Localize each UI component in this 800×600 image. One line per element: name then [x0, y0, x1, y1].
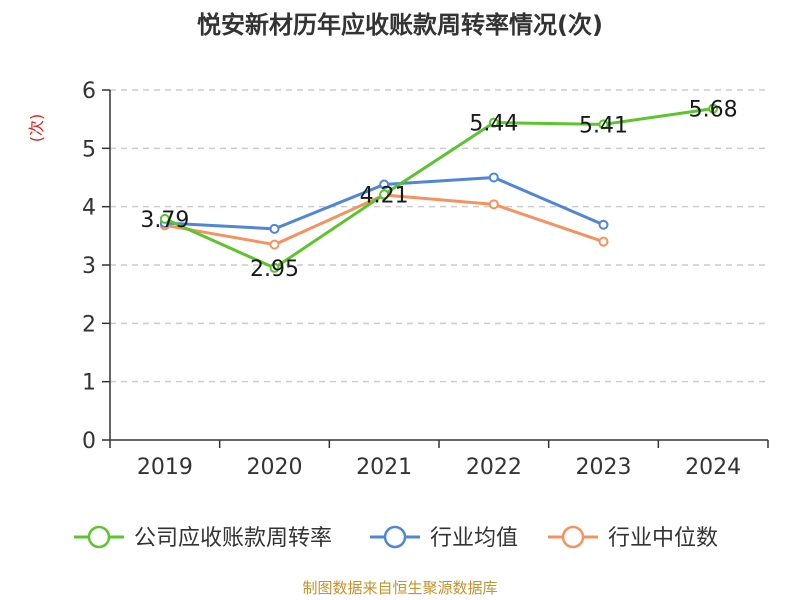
x-tick-label: 2023 [576, 455, 632, 480]
data-point [598, 219, 609, 230]
legend-item: 行业中位数 [548, 525, 718, 551]
legend-label: 公司应收账款周转率 [134, 526, 332, 551]
series-line [164, 107, 714, 270]
legend-marker [87, 525, 111, 549]
series-group [159, 103, 719, 273]
data-label: 2.95 [250, 257, 299, 282]
data-point [598, 236, 609, 247]
data-point [269, 223, 280, 234]
axes: 0 1 2 3 4 5 6 2019 2020 2021 2022 2023 2024 [82, 79, 769, 480]
y-axis-label: (次) [27, 114, 46, 143]
data-point [159, 213, 170, 224]
x-tick-label: 2022 [466, 455, 522, 480]
y-tick-label: 1 [82, 371, 96, 396]
x-tick-label: 2019 [137, 455, 193, 480]
data-point [488, 117, 499, 128]
data-label: 3.79 [140, 208, 189, 233]
legend-item: 行业均值 [370, 525, 518, 551]
legend-marker [383, 525, 407, 549]
legend: 公司应收账款周转率 行业均值 行业中位数 [74, 525, 718, 551]
y-tick-label: 5 [82, 137, 96, 162]
legend-label: 行业均值 [430, 526, 518, 551]
data-label: 5.41 [579, 113, 628, 138]
x-tick-label: 2021 [356, 455, 412, 480]
data-label: 5.68 [689, 98, 738, 123]
x-tick-label: 2020 [247, 455, 303, 480]
data-point [269, 262, 280, 273]
grid-lines [110, 89, 768, 383]
data-point [488, 199, 499, 210]
y-tick-label: 4 [82, 196, 96, 221]
data-point [708, 103, 719, 114]
data-point [488, 172, 499, 183]
data-point [379, 179, 390, 190]
data-point [379, 189, 390, 200]
y-tick-label: 3 [82, 254, 96, 279]
legend-label: 行业中位数 [608, 526, 718, 551]
x-tick-label: 2024 [685, 455, 741, 480]
y-tick-label: 0 [82, 429, 96, 454]
legend-marker [561, 525, 585, 549]
data-label: 4.21 [360, 183, 409, 208]
y-tick-label: 2 [82, 312, 96, 337]
data-label: 5.44 [469, 112, 518, 137]
source-note: 制图数据来自恒生聚源数据库 [302, 579, 497, 597]
legend-item: 公司应收账款周转率 [74, 525, 332, 551]
data-point [269, 239, 280, 250]
y-tick-label: 6 [82, 79, 96, 104]
data-labels: 3.79 2.95 4.21 5.44 5.41 5.68 [140, 98, 737, 282]
chart-title: 悦安新材历年应收账款周转率情况(次) [197, 11, 603, 39]
data-point [598, 119, 609, 130]
